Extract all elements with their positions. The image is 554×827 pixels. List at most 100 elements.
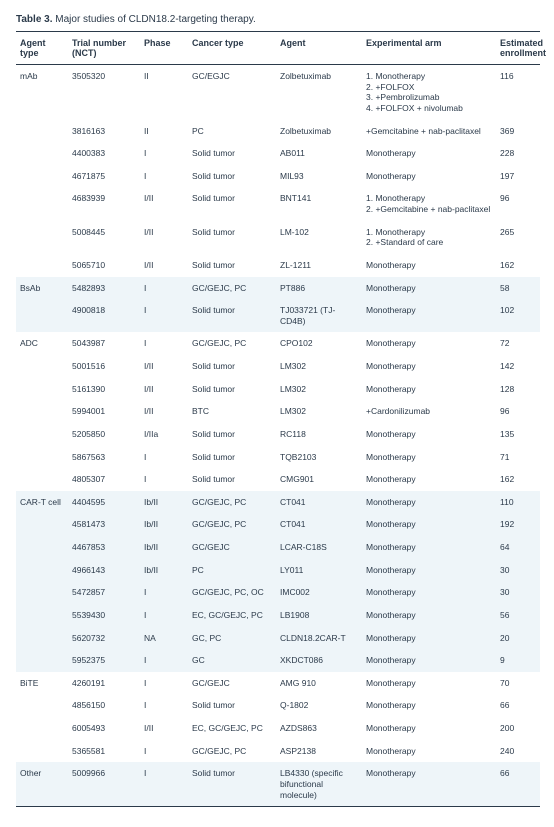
cell-agent-type (16, 581, 68, 604)
cell-enroll: 135 (496, 423, 540, 446)
table-row: CAR-T cell4404595Ib/IIGC/GEJC, PCCT041Mo… (16, 491, 540, 514)
cell-trial: 4581473 (68, 513, 140, 536)
cell-phase: I/II (140, 717, 188, 740)
cell-agent-type (16, 627, 68, 650)
cell-enroll: 20 (496, 627, 540, 650)
table-row: BsAb5482893IGC/GEJC, PCPT886Monotherapy5… (16, 277, 540, 300)
cell-enroll: 192 (496, 513, 540, 536)
cell-cancer: Solid tumor (188, 187, 276, 220)
cell-agent-type (16, 513, 68, 536)
cell-enroll: 110 (496, 491, 540, 514)
cell-agent: LM302 (276, 378, 362, 401)
cell-exp: Monotherapy (362, 142, 496, 165)
cell-agent-type (16, 717, 68, 740)
cell-trial: 5539430 (68, 604, 140, 627)
cell-exp: 1. Monotherapy2. +Gemcitabine + nab-pacl… (362, 187, 496, 220)
cell-cancer: GC/GEJC (188, 536, 276, 559)
cell-agent-type: CAR-T cell (16, 491, 68, 514)
cell-exp: Monotherapy (362, 468, 496, 491)
cell-enroll: 128 (496, 378, 540, 401)
cell-enroll: 30 (496, 581, 540, 604)
cell-agent-type (16, 142, 68, 165)
cell-agent: AMG 910 (276, 672, 362, 695)
cell-agent: AZDS863 (276, 717, 362, 740)
table-row: 4400383ISolid tumorAB011Monotherapy228 (16, 142, 540, 165)
cell-exp: Monotherapy (362, 694, 496, 717)
cell-agent: LY011 (276, 559, 362, 582)
cell-cancer: Solid tumor (188, 254, 276, 277)
cell-phase: I (140, 446, 188, 469)
cell-trial: 5620732 (68, 627, 140, 650)
cell-agent: LCAR-C18S (276, 536, 362, 559)
cell-enroll: 162 (496, 254, 540, 277)
cell-agent: LB4330 (specific bifunctional molecule) (276, 762, 362, 806)
cell-cancer: Solid tumor (188, 299, 276, 332)
studies-table: Agent type Trial number (NCT) Phase Canc… (16, 31, 540, 807)
cell-agent: CT041 (276, 513, 362, 536)
th-exp: Experimental arm (362, 32, 496, 65)
table-row: 4683939I/IISolid tumorBNT1411. Monothera… (16, 187, 540, 220)
cell-phase: I (140, 165, 188, 188)
cell-agent-type (16, 694, 68, 717)
cell-agent: LM302 (276, 355, 362, 378)
cell-trial: 6005493 (68, 717, 140, 740)
cell-trial: 5001516 (68, 355, 140, 378)
cell-exp: Monotherapy (362, 277, 496, 300)
cell-agent: Q-1802 (276, 694, 362, 717)
cell-agent: TQB2103 (276, 446, 362, 469)
table-row: 4900818ISolid tumorTJ033721 (TJ-CD4B)Mon… (16, 299, 540, 332)
cell-cancer: Solid tumor (188, 378, 276, 401)
cell-exp: Monotherapy (362, 423, 496, 446)
cell-phase: Ib/II (140, 491, 188, 514)
table-row: 6005493I/IIEC, GC/GEJC, PCAZDS863Monothe… (16, 717, 540, 740)
table-row: 4966143Ib/IIPCLY011Monotherapy30 (16, 559, 540, 582)
cell-trial: 5205850 (68, 423, 140, 446)
cell-trial: 5065710 (68, 254, 140, 277)
cell-trial: 5043987 (68, 332, 140, 355)
cell-trial: 4683939 (68, 187, 140, 220)
cell-trial: 4404595 (68, 491, 140, 514)
cell-trial: 4966143 (68, 559, 140, 582)
cell-agent: LM302 (276, 400, 362, 423)
cell-agent: Zolbetuximab (276, 120, 362, 143)
cell-enroll: 66 (496, 762, 540, 806)
cell-agent-type (16, 165, 68, 188)
cell-phase: II (140, 65, 188, 120)
cell-trial: 5994001 (68, 400, 140, 423)
cell-enroll: 197 (496, 165, 540, 188)
cell-enroll: 96 (496, 400, 540, 423)
cell-agent-type (16, 187, 68, 220)
cell-agent: LB1908 (276, 604, 362, 627)
cell-exp: Monotherapy (362, 762, 496, 806)
cell-agent-type (16, 400, 68, 423)
cell-enroll: 96 (496, 187, 540, 220)
cell-agent: PT886 (276, 277, 362, 300)
cell-cancer: GC/GEJC (188, 672, 276, 695)
cell-phase: I (140, 604, 188, 627)
cell-exp: Monotherapy (362, 559, 496, 582)
table-body: mAb3505320IIGC/EGJCZolbetuximab1. Monoth… (16, 65, 540, 807)
cell-exp: Monotherapy (362, 649, 496, 672)
cell-enroll: 58 (496, 277, 540, 300)
cell-cancer: Solid tumor (188, 762, 276, 806)
cell-cancer: Solid tumor (188, 423, 276, 446)
cell-phase: I (140, 694, 188, 717)
cell-phase: Ib/II (140, 536, 188, 559)
cell-phase: I (140, 277, 188, 300)
cell-agent: AB011 (276, 142, 362, 165)
cell-cancer: EC, GC/GEJC, PC (188, 717, 276, 740)
table-row: 3816163IIPCZolbetuximab+Gemcitabine + na… (16, 120, 540, 143)
cell-phase: Ib/II (140, 513, 188, 536)
cell-cancer: Solid tumor (188, 468, 276, 491)
cell-trial: 5365581 (68, 740, 140, 763)
cell-trial: 5867563 (68, 446, 140, 469)
cell-enroll: 116 (496, 65, 540, 120)
cell-enroll: 369 (496, 120, 540, 143)
cell-agent-type (16, 604, 68, 627)
cell-cancer: PC (188, 559, 276, 582)
cell-exp: Monotherapy (362, 165, 496, 188)
table-row: 4805307ISolid tumorCMG901Monotherapy162 (16, 468, 540, 491)
caption-bold: Table 3. (16, 14, 53, 25)
cell-cancer: Solid tumor (188, 446, 276, 469)
table-row: mAb3505320IIGC/EGJCZolbetuximab1. Monoth… (16, 65, 540, 120)
